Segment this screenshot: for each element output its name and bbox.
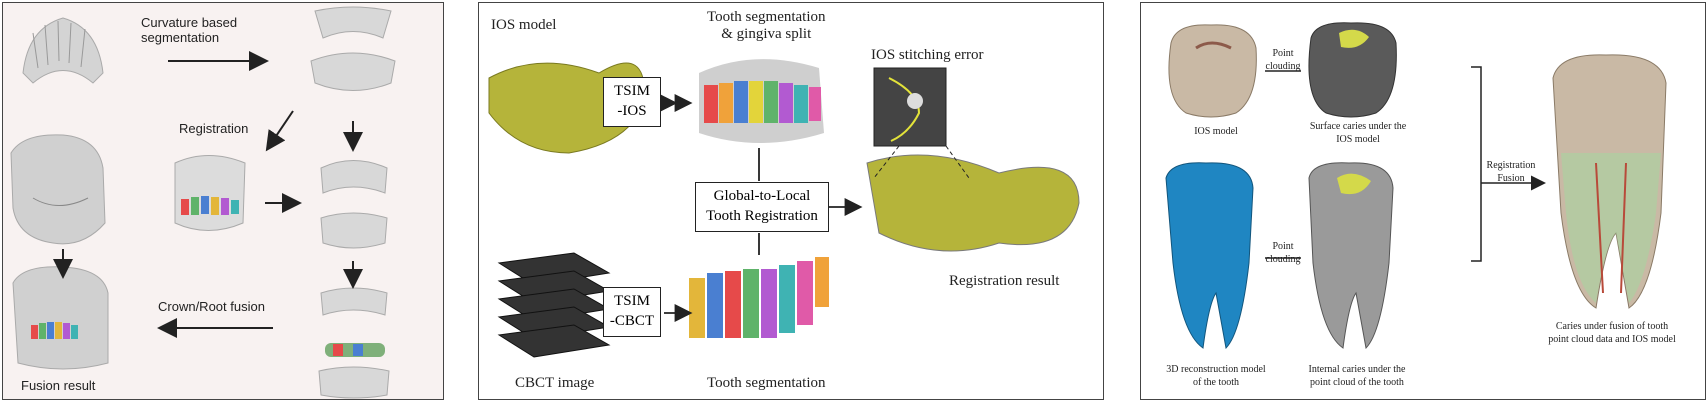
ios-stitching-error-label: IOS stitching error [871, 47, 984, 63]
root-arches-icon [318, 287, 390, 399]
registration-result-arch [866, 154, 1080, 252]
fusion-skull-icon [12, 266, 109, 370]
panel3-illustrations [1165, 22, 1667, 350]
tsim-ios-box: TSIM -IOS [603, 77, 661, 127]
tooth-segmentation-bottom-label: Tooth segmentation [707, 375, 826, 391]
surface-caries-tooth [1308, 22, 1397, 118]
ios-model-label: IOS model [491, 17, 557, 33]
ios-model-label: IOS model [1194, 126, 1238, 137]
global-to-local-registration-box: Global-to-Local Tooth Registration [695, 182, 829, 232]
bracket-merge [1471, 66, 1482, 262]
ios-tooth-model [1168, 24, 1257, 118]
segmented-teeth-bottom [689, 257, 829, 338]
point-clouding-top-label: Point clouding [1265, 48, 1301, 72]
crown-root-fusion-label: Crown/Root fusion [158, 299, 265, 314]
tooth-segmentation-top-label: Tooth segmentation & gingiva split [707, 9, 826, 42]
arrow-registration [265, 110, 294, 152]
cbct-stack [497, 252, 611, 358]
point-clouding-bottom-label: Point clouding [1265, 241, 1301, 265]
fusion-caption-label: Caries under fusion of tooth point cloud… [1548, 321, 1676, 345]
reconstruction-model-label: 3D reconstruction model of the tooth [1166, 364, 1266, 388]
panel-registration-pipeline: IOS model Tooth segmentation & gingiva s… [478, 2, 1104, 400]
registration-fusion-label: Registration Fusion [1486, 160, 1536, 184]
registered-teeth-icon [174, 155, 246, 231]
blue-reconstruction-tooth [1165, 162, 1254, 350]
curvature-segmentation-label: Curvature based segmentation [141, 15, 238, 45]
surface-caries-label: Surface caries under the IOS model [1309, 121, 1407, 145]
point-cloud-tooth [1308, 162, 1394, 350]
registration-label: Registration [179, 121, 249, 136]
panel-segmentation-fusion: Curvature based segmentation Registratio… [2, 2, 444, 400]
panel1-illustrations [10, 6, 396, 399]
registration-result-label: Registration result [949, 273, 1060, 289]
segmented-teeth-top [699, 59, 824, 143]
cbct-image-label: CBCT image [515, 375, 595, 391]
jaw-model-icon [22, 17, 104, 84]
tsim-cbct-box: TSIM -CBCT [603, 287, 661, 337]
crown-root-arches-icon [320, 160, 388, 249]
internal-caries-label: Internal caries under the point cloud of… [1308, 364, 1406, 388]
panel-caries-fusion: IOS model Point clouding Surface caries … [1140, 2, 1706, 400]
skull-model-icon [10, 134, 106, 245]
fusion-result-label: Fusion result [21, 378, 96, 393]
separated-arches-icon [310, 6, 396, 91]
